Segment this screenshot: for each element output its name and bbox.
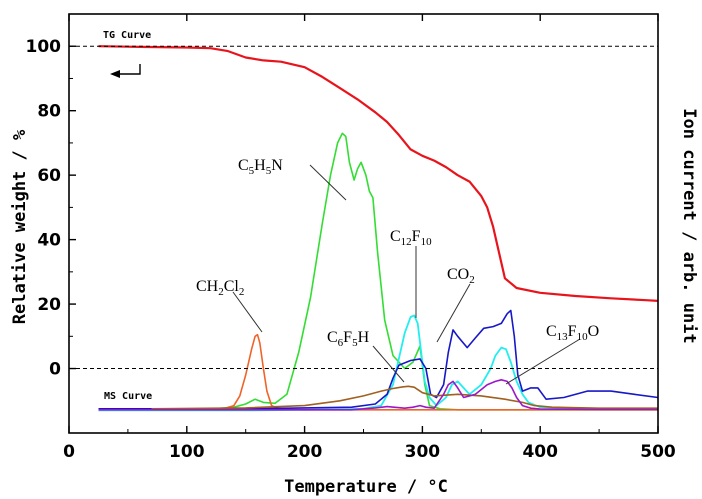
ms-curve-label: MS Curve	[104, 391, 152, 402]
label-ch2cl2: CH2Cl2	[196, 278, 244, 298]
series-line-c13f10o	[98, 378, 658, 411]
label-co2: CO2	[447, 266, 475, 286]
x-tick-label: 200	[287, 442, 323, 462]
series-line-co2	[98, 309, 659, 410]
series-line-c5h5n	[98, 132, 658, 411]
series-line-ch2cl2	[98, 333, 658, 411]
series-line-c6f5h	[151, 385, 658, 410]
y-tick-label: 100	[26, 37, 62, 57]
tg-curve-label: TG Curve	[103, 30, 151, 41]
annotation-leaders	[232, 164, 581, 385]
x-tick-label: 300	[405, 442, 441, 462]
series-line-tg	[98, 45, 659, 302]
y-axis-title-right: Ion current / arb. unit	[679, 108, 699, 343]
y-tick-label: 40	[37, 231, 61, 251]
series-layer	[98, 45, 659, 412]
x-tick-label: 100	[169, 442, 205, 462]
plot-frame	[68, 13, 659, 434]
y-tick-label: 60	[37, 166, 61, 186]
x-tick-label: 0	[63, 442, 75, 462]
y-tick-label: 20	[37, 295, 61, 315]
label-c12f10: C12F10	[390, 228, 432, 248]
x-tick-label: 500	[640, 442, 676, 462]
x-axis-title: Temperature / °C	[284, 477, 448, 497]
label-c5h5n: C5H5N	[238, 157, 283, 177]
y-tick-label: 80	[37, 102, 61, 122]
tg-left-axis-arrow	[110, 64, 141, 78]
y-tick-label: 0	[49, 360, 61, 380]
label-c13f10o: C13F10O	[546, 323, 599, 343]
label-c6f5h: C6F5H	[327, 329, 370, 349]
ticks-layer: 0 100 200 300 400 500 0 20 40 60 80 100	[26, 14, 676, 462]
y-axis-title-left: Relative weight / %	[10, 129, 30, 324]
x-tick-label: 400	[522, 442, 558, 462]
